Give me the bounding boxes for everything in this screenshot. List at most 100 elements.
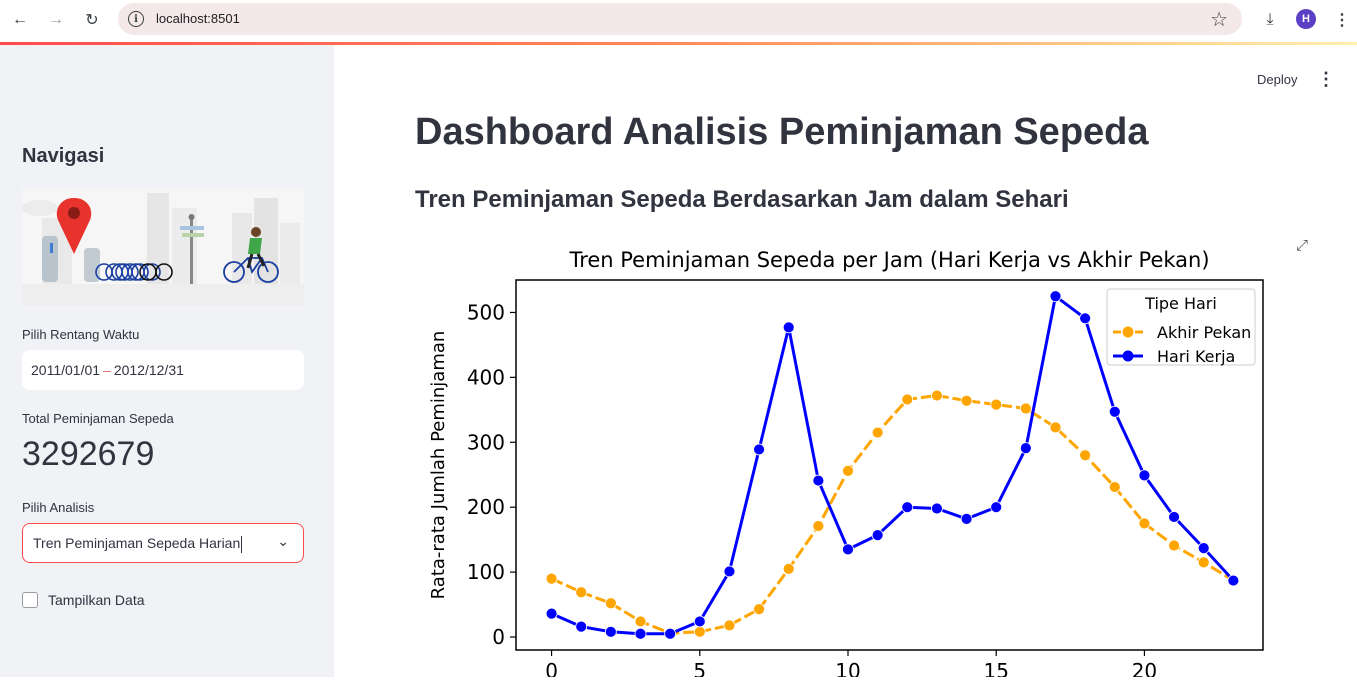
data-point <box>723 619 736 632</box>
data-point <box>693 625 706 638</box>
data-point <box>990 501 1003 514</box>
x-tick-label: 20 <box>1132 659 1157 677</box>
legend-box <box>1106 288 1256 366</box>
data-point <box>960 512 973 525</box>
y-tick-label: 100 <box>467 560 505 584</box>
main-content: Deploy ⋮ Dashboard Analisis Peminjaman S… <box>334 45 1357 682</box>
data-point <box>1019 442 1032 455</box>
data-point <box>664 627 677 640</box>
data-point <box>545 572 558 585</box>
show-data-toggle[interactable]: Tampilkan Data <box>22 590 145 610</box>
section-heading: Tren Peminjaman Sepeda Berdasarkan Jam d… <box>415 186 1069 213</box>
forward-icon[interactable]: → <box>48 11 64 28</box>
data-point <box>1168 539 1180 552</box>
sidebar: Navigasi <box>0 45 334 677</box>
data-point <box>871 426 884 439</box>
data-point <box>1079 312 1092 325</box>
page-title: Dashboard Analisis Peminjaman Sepeda <box>415 111 1149 153</box>
legend-label: Akhir Pekan <box>1157 323 1251 342</box>
url-text[interactable]: localhost:8501 <box>156 11 240 26</box>
hourly-trend-chart: Tren Peminjaman Sepeda per Jam (Hari Ker… <box>415 235 1295 682</box>
data-point <box>871 529 884 542</box>
avatar[interactable]: H <box>1296 9 1316 29</box>
analysis-select-label: Pilih Analisis <box>22 500 95 515</box>
data-point <box>1227 574 1240 587</box>
show-data-label[interactable]: Tampilkan Data <box>48 592 145 608</box>
data-point <box>931 502 943 515</box>
more-icon[interactable]: ⋮ <box>1334 12 1350 29</box>
main-menu-icon[interactable]: ⋮ <box>1317 69 1335 89</box>
bike-sharing-illustration <box>22 188 304 306</box>
data-point <box>575 620 588 633</box>
data-point <box>604 625 617 638</box>
data-point <box>960 394 973 407</box>
data-point <box>990 398 1003 411</box>
data-point <box>723 565 736 578</box>
browser-toolbar: ← → ↻ i localhost:8501 ☆ ⤓ H ⋮ <box>0 0 1357 42</box>
x-tick-label: 15 <box>983 659 1008 677</box>
analysis-select[interactable]: Tren Peminjaman Sepeda Harian ⌄ <box>22 523 304 563</box>
data-point <box>1138 517 1151 530</box>
date-separator: – <box>103 362 111 378</box>
data-point <box>693 615 706 628</box>
date-end: 2012/12/31 <box>113 362 184 378</box>
star-icon[interactable]: ☆ <box>1210 9 1228 31</box>
analysis-select-value: Tren Peminjaman Sepeda Harian <box>33 535 241 551</box>
y-tick-label: 0 <box>492 625 505 649</box>
back-icon[interactable]: ← <box>12 11 28 28</box>
data-point <box>1108 481 1121 493</box>
data-point <box>1079 449 1092 462</box>
chevron-down-icon[interactable]: ⌄ <box>277 533 289 549</box>
legend-title: Tipe Hari <box>1144 294 1217 313</box>
reload-icon[interactable]: ↻ <box>85 12 99 29</box>
y-tick-label: 500 <box>467 300 505 324</box>
x-tick-label: 10 <box>835 659 860 677</box>
date-range-label: Pilih Rentang Waktu <box>22 327 140 342</box>
y-tick-label: 300 <box>467 430 505 454</box>
data-point <box>901 393 914 406</box>
data-point <box>753 443 765 456</box>
data-point <box>842 464 854 477</box>
data-point <box>931 389 943 402</box>
show-data-checkbox[interactable] <box>22 592 38 608</box>
data-point <box>604 597 617 610</box>
chart-title: Tren Peminjaman Sepeda per Jam (Hari Ker… <box>568 248 1209 272</box>
address-bar[interactable]: i localhost:8501 ☆ <box>118 3 1242 35</box>
data-point <box>812 474 825 487</box>
data-point <box>1049 421 1062 434</box>
data-point <box>1049 290 1062 303</box>
data-point <box>1197 556 1210 569</box>
download-icon[interactable]: ⤓ <box>1266 11 1274 28</box>
x-tick-label: 0 <box>545 659 558 677</box>
data-point <box>842 543 854 556</box>
data-point <box>1138 469 1151 482</box>
y-tick-label: 200 <box>467 495 505 519</box>
data-point <box>1197 542 1210 554</box>
data-point <box>1168 511 1180 523</box>
data-point <box>634 627 647 640</box>
data-point <box>901 501 914 514</box>
y-axis-label: Rata-rata Jumlah Peminjaman <box>428 331 449 600</box>
legend-label: Hari Kerja <box>1157 347 1235 366</box>
y-tick-label: 400 <box>467 365 505 389</box>
loading-bar <box>0 42 1357 45</box>
data-point <box>1019 402 1032 415</box>
data-point <box>545 607 558 620</box>
date-range-input[interactable]: 2011/01/01–2012/12/31 <box>22 350 304 390</box>
legend-marker <box>1122 350 1134 362</box>
fullscreen-icon[interactable]: ⤢ <box>1296 237 1309 254</box>
data-point <box>575 586 588 599</box>
x-tick-label: 5 <box>693 659 706 677</box>
sidebar-title: Navigasi <box>22 145 105 167</box>
data-point <box>812 520 825 532</box>
deploy-button[interactable]: Deploy <box>1257 72 1298 87</box>
total-rentals-label: Total Peminjaman Sepeda <box>22 411 174 426</box>
data-point <box>634 615 647 628</box>
legend-marker <box>1122 326 1134 338</box>
data-point <box>782 562 795 575</box>
plot-frame <box>515 279 1264 651</box>
info-icon[interactable]: i <box>128 11 144 27</box>
data-point <box>1108 405 1121 418</box>
chart-svg: Tren Peminjaman Sepeda per Jam (Hari Ker… <box>428 248 1264 682</box>
data-point <box>782 321 795 334</box>
